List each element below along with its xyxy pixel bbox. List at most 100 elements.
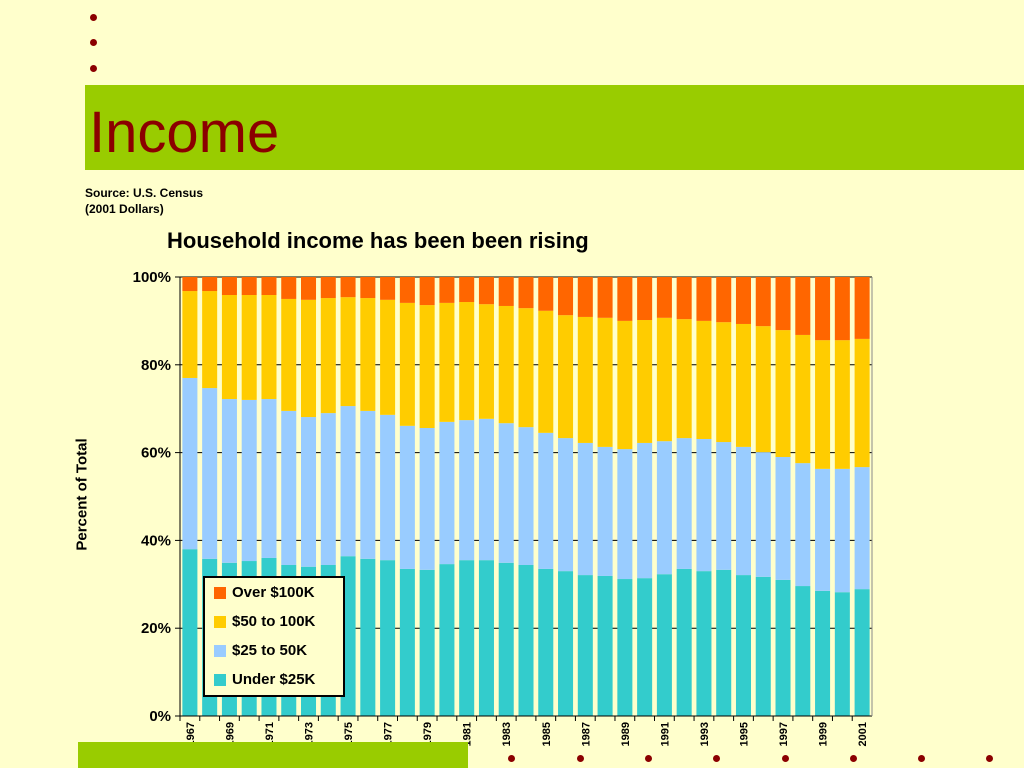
bar-over-100k-1982 bbox=[478, 277, 494, 305]
bar-over-100k-1996 bbox=[755, 277, 771, 327]
bar--25-to-50k-1995 bbox=[735, 446, 751, 576]
bar--50-to-100k-2001 bbox=[854, 338, 870, 468]
legend-item-over-100k: Over $100K bbox=[205, 578, 343, 607]
bar--50-to-100k-1975 bbox=[340, 297, 356, 407]
bar-under-25k-1998 bbox=[795, 586, 811, 716]
bar--50-to-100k-1988 bbox=[597, 317, 613, 447]
bar-under-25k-1979 bbox=[419, 569, 435, 716]
bar-over-100k-1990 bbox=[637, 277, 653, 321]
bar-under-25k-1993 bbox=[696, 571, 712, 716]
x-tick-label: 1987 bbox=[580, 722, 592, 746]
bar-over-100k-1988 bbox=[597, 277, 613, 318]
x-tick-label: 1991 bbox=[659, 722, 671, 746]
legend-item-under-25k: Under $25K bbox=[205, 665, 343, 694]
x-tick-label: 2001 bbox=[857, 722, 869, 746]
bar-over-100k-1998 bbox=[795, 277, 811, 335]
bar--25-to-50k-1978 bbox=[399, 425, 415, 569]
bar-under-25k-1988 bbox=[597, 575, 613, 716]
bar--25-to-50k-1968 bbox=[202, 388, 218, 559]
x-tick-label: 1973 bbox=[304, 722, 316, 746]
x-tick-label: 1977 bbox=[383, 722, 395, 746]
bar--50-to-100k-1978 bbox=[399, 302, 415, 426]
x-tick-label: 1985 bbox=[541, 722, 553, 746]
legend-label: $25 to 50K bbox=[232, 642, 308, 659]
y-tick-label: 60% bbox=[141, 445, 171, 462]
bar-under-25k-1995 bbox=[735, 575, 751, 716]
bar-under-25k-1999 bbox=[815, 590, 831, 716]
bar--50-to-100k-1974 bbox=[320, 298, 336, 414]
bar-under-25k-1986 bbox=[558, 571, 574, 716]
chart-title: Household income has been been rising bbox=[167, 228, 589, 253]
legend-swatch bbox=[214, 644, 226, 657]
legend-swatch bbox=[214, 673, 226, 686]
bar-under-25k-1984 bbox=[518, 564, 534, 716]
footer-dot bbox=[713, 755, 720, 762]
bar--25-to-50k-1998 bbox=[795, 463, 811, 587]
bar-under-25k-1990 bbox=[637, 578, 653, 716]
bar--25-to-50k-1987 bbox=[577, 442, 593, 576]
bar-over-100k-1993 bbox=[696, 277, 712, 321]
bar--25-to-50k-1996 bbox=[755, 452, 771, 577]
bar-under-25k-1978 bbox=[399, 568, 415, 716]
bar-under-25k-1991 bbox=[656, 574, 672, 716]
bar--50-to-100k-1968 bbox=[202, 291, 218, 389]
bar--25-to-50k-1967 bbox=[182, 377, 198, 550]
bar--50-to-100k-1985 bbox=[538, 310, 554, 433]
bar--50-to-100k-1991 bbox=[656, 317, 672, 442]
bar--50-to-100k-1977 bbox=[380, 299, 396, 415]
bar-over-100k-1975 bbox=[340, 277, 356, 298]
bar-over-100k-1978 bbox=[399, 277, 415, 303]
bar--25-to-50k-1976 bbox=[360, 410, 376, 559]
bar-under-25k-1967 bbox=[182, 549, 198, 716]
bar-under-25k-1976 bbox=[360, 558, 376, 716]
bar-over-100k-1968 bbox=[202, 277, 218, 292]
bullet-dot bbox=[90, 39, 97, 46]
bar--25-to-50k-1979 bbox=[419, 428, 435, 570]
bar--50-to-100k-1999 bbox=[815, 340, 831, 469]
bar--25-to-50k-1972 bbox=[281, 410, 297, 565]
source-note: Source: U.S. Census (2001 Dollars) bbox=[85, 185, 203, 217]
footer-dot bbox=[850, 755, 857, 762]
bar--50-to-100k-1980 bbox=[439, 302, 455, 422]
y-tick-label: 40% bbox=[141, 532, 171, 549]
bar-over-100k-1980 bbox=[439, 277, 455, 303]
x-tick-label: 1967 bbox=[185, 722, 197, 746]
bar--50-to-100k-1992 bbox=[676, 319, 692, 439]
source-line: Source: U.S. Census bbox=[85, 186, 204, 200]
bar-under-25k-1987 bbox=[577, 575, 593, 716]
bar-over-100k-1981 bbox=[459, 277, 475, 303]
bar--25-to-50k-1974 bbox=[320, 413, 336, 565]
bar--25-to-50k-1985 bbox=[538, 432, 554, 569]
bullet-dot bbox=[90, 14, 97, 21]
bar-under-25k-2000 bbox=[834, 592, 850, 716]
bar--25-to-50k-1980 bbox=[439, 421, 455, 565]
bar--25-to-50k-1988 bbox=[597, 446, 613, 576]
bar--50-to-100k-1972 bbox=[281, 298, 297, 411]
bar--25-to-50k-1983 bbox=[498, 423, 514, 563]
bar--50-to-100k-1995 bbox=[735, 323, 751, 447]
dollars-note: (2001 Dollars) bbox=[85, 202, 164, 216]
footer-dot bbox=[918, 755, 925, 762]
bar-over-100k-1987 bbox=[577, 277, 593, 317]
bar-under-25k-1989 bbox=[617, 579, 633, 716]
bar--25-to-50k-1986 bbox=[558, 438, 574, 572]
bar-over-100k-1973 bbox=[301, 277, 317, 300]
bar-under-25k-1983 bbox=[498, 562, 514, 716]
bar-under-25k-1992 bbox=[676, 568, 692, 716]
legend-swatch bbox=[214, 615, 226, 628]
bar-over-100k-1989 bbox=[617, 277, 633, 321]
title-band: Income bbox=[85, 85, 1024, 170]
y-tick-label: 0% bbox=[149, 708, 171, 725]
bar--25-to-50k-1975 bbox=[340, 406, 356, 557]
bullet-dot bbox=[90, 65, 97, 72]
bar--50-to-100k-1984 bbox=[518, 308, 534, 428]
bar--50-to-100k-1971 bbox=[261, 294, 277, 400]
bar-over-100k-1967 bbox=[182, 277, 198, 292]
bar--50-to-100k-1973 bbox=[301, 299, 317, 418]
x-tick-label: 1969 bbox=[224, 722, 236, 746]
bar--50-to-100k-2000 bbox=[834, 340, 850, 469]
bar--50-to-100k-1986 bbox=[558, 315, 574, 439]
bar--25-to-50k-1989 bbox=[617, 449, 633, 580]
bar--25-to-50k-1970 bbox=[241, 399, 257, 562]
bar-over-100k-1977 bbox=[380, 277, 396, 300]
